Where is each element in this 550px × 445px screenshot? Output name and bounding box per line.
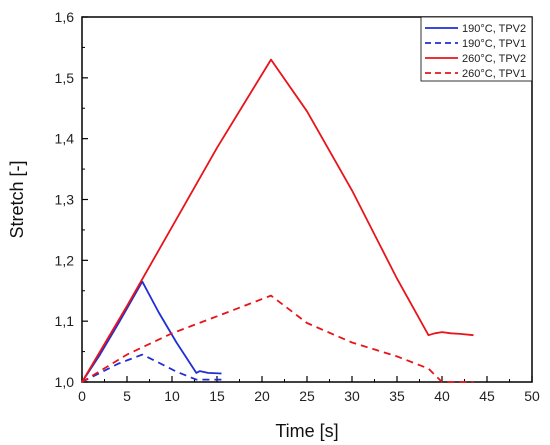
series-layer	[81, 58, 474, 383]
legend: 190°C, TPV2 190°C, TPV1 260°C, TPV2 260°C, …	[420, 16, 533, 82]
x-tick-label: 35	[389, 388, 405, 404]
y-tick-label: 1,5	[55, 70, 75, 86]
y-tick-label: 1,1	[55, 313, 75, 329]
legend-label-3: 260°C, TPV2	[462, 53, 526, 65]
y-axis-label: Stretch [-]	[7, 160, 27, 238]
y-tick-label: 1,4	[55, 131, 75, 147]
x-tick-label: 25	[299, 388, 315, 404]
series-line-4	[81, 294, 474, 383]
legend-items: 190°C, TPV2 190°C, TPV1 260°C, TPV2 260°C, …	[425, 23, 526, 80]
legend-label-1: 190°C, TPV2	[462, 23, 526, 35]
legend-label-4: 260°C, TPV1	[462, 68, 526, 80]
ticks-layer: 0 5 10 15 20 25 30 35 40 45 50 1,0 1,1 1,2 1,3 1,4 1,5 1,…	[55, 9, 540, 404]
x-tick-label: 50	[524, 388, 540, 404]
x-axis-label: Time [s]	[275, 421, 338, 441]
series-line-3	[81, 58, 474, 383]
x-tick-label: 20	[254, 388, 270, 404]
x-tick-label: 30	[344, 388, 360, 404]
x-tick-label: 5	[123, 388, 131, 404]
series-line-2	[81, 353, 222, 383]
y-tick-label: 1,3	[55, 192, 75, 208]
x-tick-label: 45	[479, 388, 495, 404]
x-tick-label: 0	[78, 388, 86, 404]
y-tick-label: 1,0	[55, 374, 75, 390]
series-line-1	[81, 280, 222, 383]
legend-label-2: 190°C, TPV1	[462, 38, 526, 50]
x-tick-label: 40	[434, 388, 450, 404]
y-tick-label: 1,6	[55, 9, 75, 25]
y-tick-label: 1,2	[55, 252, 75, 268]
x-tick-label: 15	[209, 388, 225, 404]
x-tick-label: 10	[164, 388, 180, 404]
